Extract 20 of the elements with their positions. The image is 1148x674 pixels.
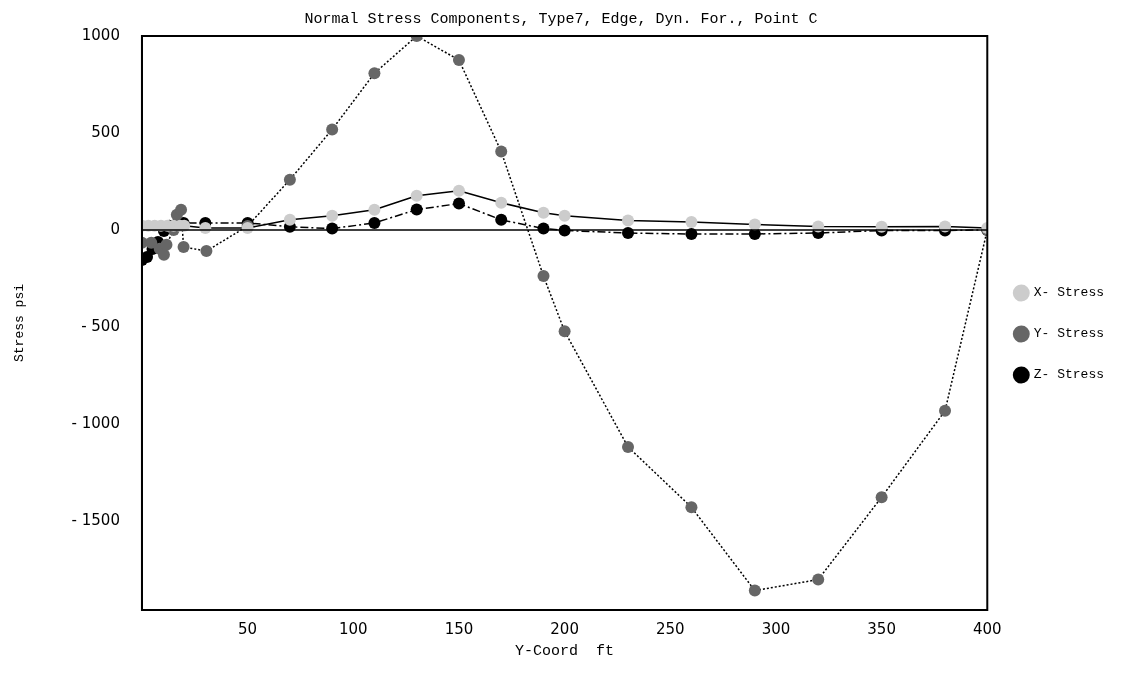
- x-tick-label: 200: [550, 619, 579, 638]
- x-tick-label: 250: [655, 619, 685, 638]
- legend-label: X- Stress: [1033, 285, 1105, 301]
- chart-title: Normal Stress Components, Type7, Edge, Dyn. For., Point C: [304, 10, 818, 28]
- x-tick-label: 350: [867, 619, 896, 638]
- y-tick-label: - 500: [81, 316, 120, 335]
- legend-label: Y- Stress: [1033, 326, 1105, 342]
- x-axis-title: Y-Coord ft: [515, 642, 615, 660]
- x-tick-label: 300: [761, 619, 791, 638]
- y-tick-label: 1000: [81, 25, 120, 44]
- x-tick-label: 100: [338, 619, 368, 638]
- x-tick-label: 150: [444, 619, 474, 638]
- y-axis-title: Stress psi: [12, 283, 28, 363]
- x-tick-label: 50: [238, 619, 258, 638]
- y-tick-label: 500: [91, 122, 120, 141]
- y-tick-label: 0: [110, 219, 120, 238]
- x-tick-label: 400: [972, 619, 1002, 638]
- y-tick-label: - 1000: [71, 413, 120, 432]
- legend-label: Z- Stress: [1033, 367, 1105, 383]
- y-tick-label: - 1500: [71, 510, 120, 529]
